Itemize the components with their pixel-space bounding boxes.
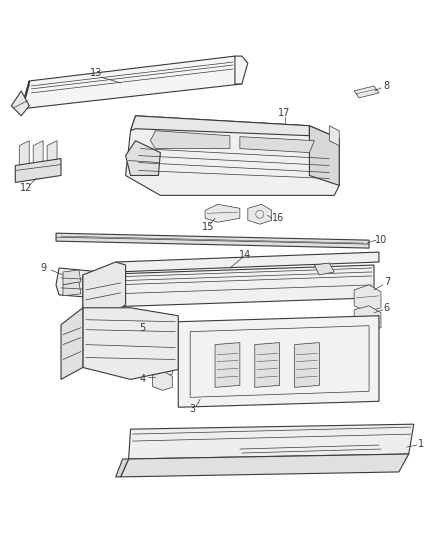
Polygon shape bbox=[56, 268, 106, 298]
Text: 5: 5 bbox=[139, 322, 145, 333]
Text: 13: 13 bbox=[90, 68, 102, 78]
Polygon shape bbox=[83, 308, 178, 379]
Polygon shape bbox=[33, 141, 43, 171]
Text: 12: 12 bbox=[20, 183, 32, 193]
Polygon shape bbox=[152, 345, 172, 364]
Text: 8: 8 bbox=[384, 81, 390, 91]
Polygon shape bbox=[150, 131, 230, 149]
Text: 15: 15 bbox=[202, 222, 214, 232]
Polygon shape bbox=[329, 126, 339, 146]
Polygon shape bbox=[152, 330, 172, 352]
Polygon shape bbox=[314, 263, 334, 275]
Polygon shape bbox=[63, 270, 81, 285]
Text: 14: 14 bbox=[239, 250, 251, 260]
Text: 1: 1 bbox=[418, 439, 424, 449]
Polygon shape bbox=[309, 126, 339, 185]
Text: 7: 7 bbox=[384, 277, 390, 287]
Polygon shape bbox=[21, 81, 29, 113]
Polygon shape bbox=[47, 141, 57, 171]
Text: 10: 10 bbox=[375, 235, 387, 245]
Polygon shape bbox=[215, 343, 240, 387]
Polygon shape bbox=[63, 282, 81, 296]
Polygon shape bbox=[248, 204, 272, 224]
Polygon shape bbox=[19, 141, 29, 171]
Polygon shape bbox=[178, 316, 379, 407]
Polygon shape bbox=[11, 91, 29, 116]
Polygon shape bbox=[240, 136, 314, 152]
Polygon shape bbox=[294, 343, 319, 387]
Text: 3: 3 bbox=[189, 404, 195, 414]
Text: 16: 16 bbox=[272, 213, 284, 223]
Polygon shape bbox=[126, 116, 339, 196]
Polygon shape bbox=[21, 56, 242, 109]
Polygon shape bbox=[61, 308, 83, 379]
Polygon shape bbox=[255, 343, 279, 387]
Polygon shape bbox=[120, 454, 409, 477]
Polygon shape bbox=[15, 158, 61, 182]
Polygon shape bbox=[205, 204, 240, 222]
Text: 6: 6 bbox=[384, 303, 390, 313]
Text: 4: 4 bbox=[139, 374, 145, 384]
Polygon shape bbox=[354, 86, 379, 98]
Polygon shape bbox=[131, 116, 309, 136]
Polygon shape bbox=[116, 459, 129, 477]
Polygon shape bbox=[354, 285, 381, 312]
Polygon shape bbox=[152, 357, 172, 377]
Polygon shape bbox=[235, 56, 248, 84]
Text: 9: 9 bbox=[40, 263, 46, 273]
Polygon shape bbox=[116, 252, 379, 272]
Polygon shape bbox=[152, 370, 172, 390]
Polygon shape bbox=[83, 262, 126, 318]
Polygon shape bbox=[129, 424, 414, 459]
Text: 17: 17 bbox=[279, 108, 291, 118]
Polygon shape bbox=[354, 306, 381, 332]
Polygon shape bbox=[126, 141, 160, 175]
Polygon shape bbox=[83, 265, 374, 308]
Polygon shape bbox=[56, 233, 369, 248]
